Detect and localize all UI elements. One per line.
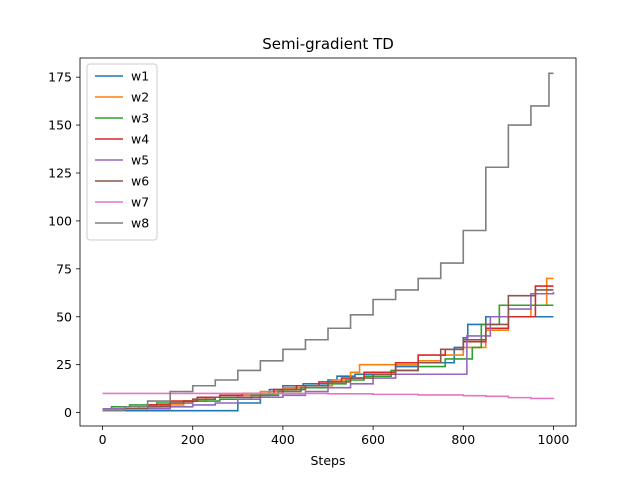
- legend-label-w3: w3: [131, 111, 149, 126]
- series-lines: [102, 72, 555, 412]
- legend-label-w4: w4: [131, 132, 149, 147]
- series-line-w2: [102, 277, 554, 412]
- series-line-w7: [102, 392, 555, 400]
- x-tick-label: 200: [181, 432, 205, 447]
- legend-label-w2: w2: [131, 90, 149, 105]
- legend-label-w5: w5: [131, 153, 149, 168]
- y-axis: 0 25 50 75 100 125 150 175: [48, 70, 80, 420]
- y-tick-label: 100: [48, 213, 72, 228]
- legend-box: [86, 63, 158, 241]
- chart-title: Semi-gradient TD: [262, 35, 394, 53]
- x-tick-label: 800: [451, 432, 475, 447]
- y-tick-label: 150: [48, 118, 72, 133]
- x-axis: 0 200 400 600 800 1000: [99, 426, 570, 447]
- series-line-w8: [102, 72, 554, 412]
- y-tick-label: 25: [56, 357, 72, 372]
- legend-label-w8: w8: [131, 216, 149, 231]
- legend: w1 w2 w3 w4 w5 w6 w7 w8: [86, 63, 158, 241]
- y-tick-label: 75: [56, 261, 72, 276]
- legend-label-w6: w6: [131, 174, 149, 189]
- legend-label-w1: w1: [131, 69, 149, 84]
- y-tick-label: 50: [56, 309, 72, 324]
- y-tick-label: 125: [48, 166, 72, 181]
- x-tick-label: 400: [271, 432, 295, 447]
- plot-frame: [79, 57, 577, 427]
- series-line-w6: [102, 289, 554, 412]
- series-line-w5: [102, 291, 555, 410]
- legend-label-w7: w7: [131, 195, 149, 210]
- y-tick-label: 0: [64, 405, 72, 420]
- x-tick-label: 600: [361, 432, 385, 447]
- x-tick-label: 0: [99, 432, 107, 447]
- x-tick-label: 1000: [538, 432, 570, 447]
- y-tick-label: 175: [48, 70, 72, 85]
- x-axis-label: Steps: [311, 453, 346, 468]
